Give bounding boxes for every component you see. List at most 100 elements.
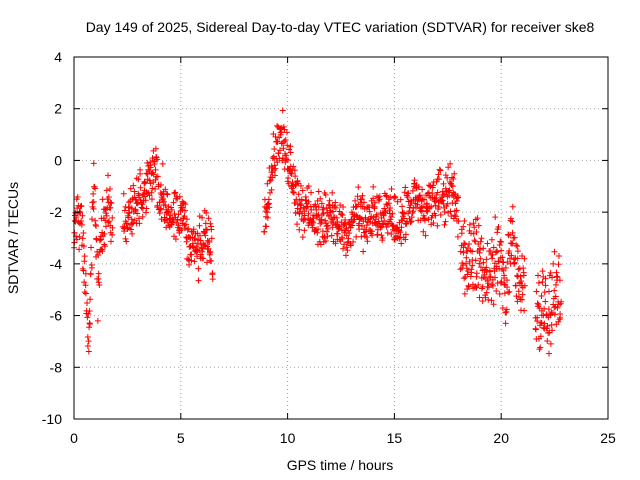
data-point	[445, 164, 452, 171]
data-point	[99, 248, 106, 255]
data-point	[511, 259, 518, 266]
data-point	[96, 282, 103, 289]
data-point	[305, 198, 312, 205]
data-point	[392, 194, 399, 201]
data-point	[387, 205, 394, 212]
data-point	[81, 258, 88, 265]
data-point	[185, 256, 192, 263]
data-point	[137, 170, 144, 177]
data-point	[441, 208, 448, 215]
data-point	[483, 256, 490, 263]
data-point	[487, 248, 494, 255]
data-point	[422, 232, 429, 239]
data-point	[88, 216, 95, 223]
data-point	[339, 235, 346, 242]
data-point	[424, 208, 431, 215]
data-point	[473, 229, 480, 236]
data-point	[521, 307, 528, 314]
data-point	[381, 217, 388, 224]
data-point	[548, 322, 555, 329]
data-point	[546, 288, 553, 295]
data-point	[81, 289, 88, 296]
data-point	[492, 214, 499, 221]
data-point	[121, 207, 128, 214]
data-point	[495, 223, 502, 230]
data-point	[86, 321, 93, 328]
data-point	[398, 224, 405, 231]
data-point	[292, 200, 299, 207]
data-points	[71, 107, 565, 357]
data-point	[86, 320, 93, 327]
data-point	[503, 306, 510, 313]
data-point	[95, 270, 102, 277]
data-point	[391, 193, 398, 200]
data-point	[271, 145, 278, 152]
data-point	[502, 320, 509, 327]
data-point	[200, 255, 207, 262]
grid-lines	[74, 57, 608, 419]
data-point	[191, 258, 198, 265]
data-point	[483, 289, 490, 296]
data-point	[463, 254, 470, 261]
data-point	[266, 178, 273, 185]
data-point	[298, 196, 305, 203]
data-point	[90, 160, 97, 167]
y-tick-label: -6	[50, 308, 63, 324]
data-point	[417, 207, 424, 214]
data-point	[171, 190, 178, 197]
data-point	[85, 348, 92, 355]
data-point	[405, 190, 412, 197]
data-point	[521, 282, 528, 289]
data-point	[146, 177, 153, 184]
data-point	[519, 296, 526, 303]
data-point	[397, 196, 404, 203]
data-point	[107, 238, 114, 245]
data-point	[366, 204, 373, 211]
data-point	[88, 244, 95, 251]
data-point	[552, 281, 559, 288]
data-point	[127, 226, 134, 233]
data-point	[158, 216, 165, 223]
data-point	[129, 230, 136, 237]
data-point	[535, 272, 542, 279]
data-point	[542, 282, 549, 289]
data-point	[453, 207, 460, 214]
data-point	[320, 204, 327, 211]
data-point	[486, 274, 493, 281]
data-point	[131, 188, 138, 195]
data-point	[123, 238, 130, 245]
data-point	[328, 232, 335, 239]
data-point	[541, 320, 548, 327]
data-point	[85, 310, 92, 317]
data-point	[489, 282, 496, 289]
data-point	[126, 209, 133, 216]
data-point	[148, 189, 155, 196]
data-point	[547, 269, 554, 276]
data-point	[466, 221, 473, 228]
data-point	[399, 203, 406, 210]
data-point	[435, 171, 442, 178]
data-point	[464, 268, 471, 275]
data-point	[541, 289, 548, 296]
data-point	[410, 205, 417, 212]
x-tick-label: 20	[493, 430, 509, 446]
data-point	[388, 185, 395, 192]
data-point	[202, 226, 209, 233]
data-point	[509, 218, 516, 225]
data-point	[322, 238, 329, 245]
data-point	[272, 165, 279, 172]
data-point	[183, 216, 190, 223]
data-point	[147, 180, 154, 187]
y-tick-label: -10	[42, 411, 62, 427]
data-point	[385, 200, 392, 207]
data-point	[300, 217, 307, 224]
data-point	[152, 166, 159, 173]
data-point	[455, 194, 462, 201]
data-point	[134, 210, 141, 217]
data-point	[346, 230, 353, 237]
data-point	[359, 223, 366, 230]
data-point	[498, 247, 505, 254]
data-point	[426, 204, 433, 211]
data-point	[381, 205, 388, 212]
